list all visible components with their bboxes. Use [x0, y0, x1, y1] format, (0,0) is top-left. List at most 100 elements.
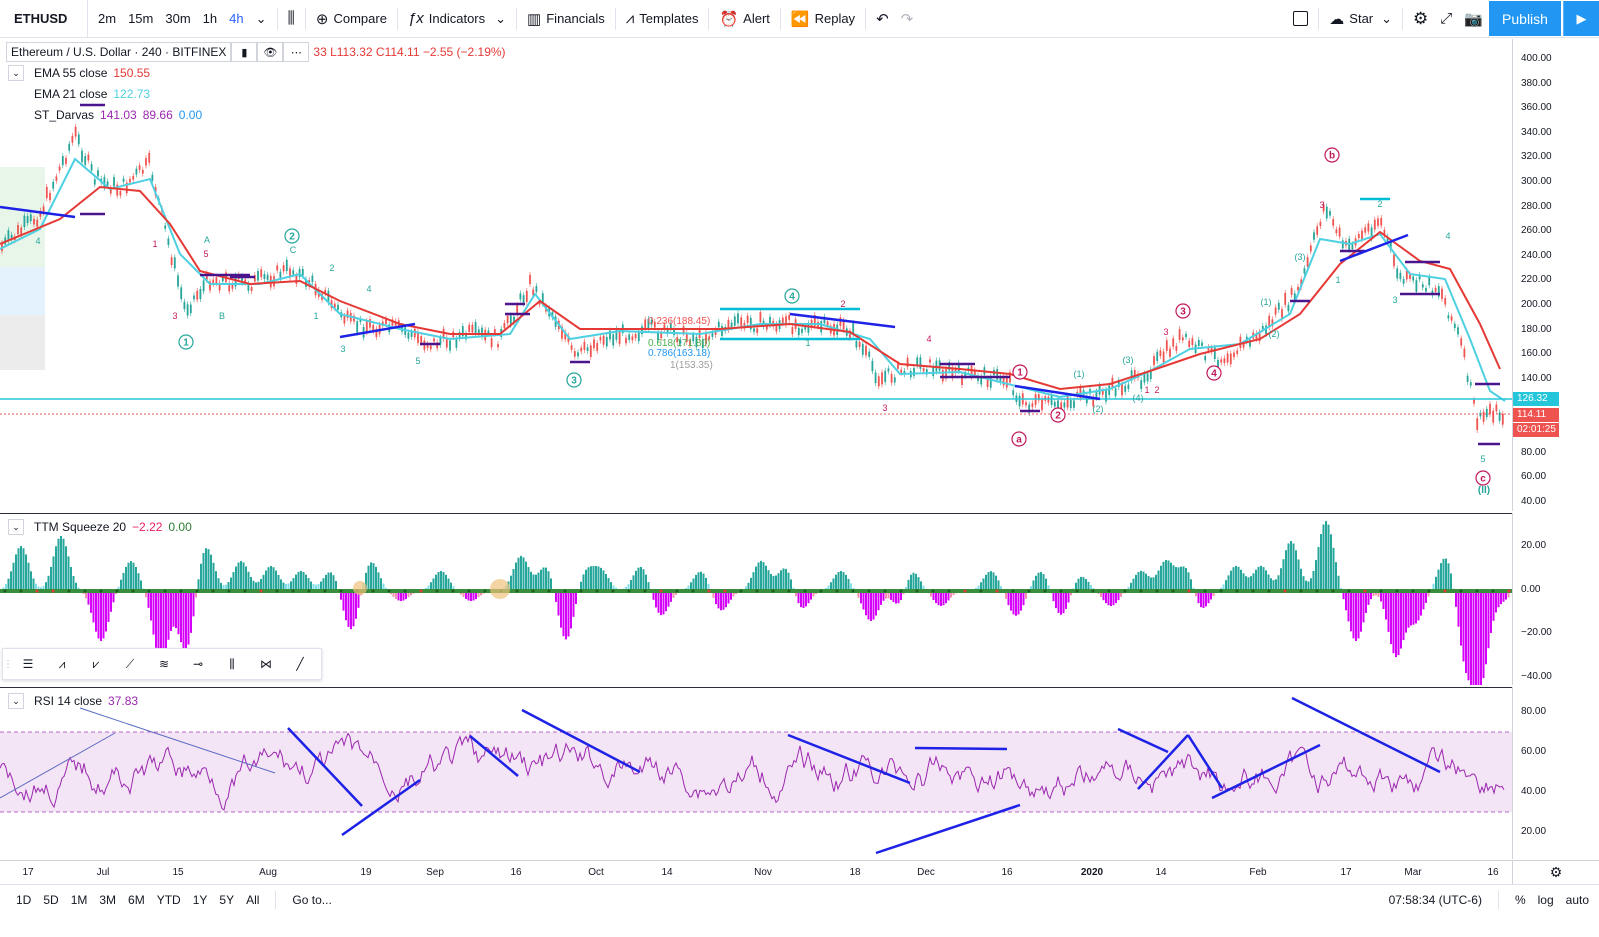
log-toggle[interactable]: log	[1537, 892, 1554, 907]
abc-pattern-icon[interactable]: ⩘	[58, 656, 66, 671]
candle-body	[493, 329, 496, 334]
interval-2m[interactable]: 2m	[98, 11, 117, 26]
candle-body	[369, 319, 371, 328]
alert-button[interactable]: ⏰ Alert	[713, 0, 775, 38]
range-ytd[interactable]: YTD	[156, 892, 181, 907]
squeeze-dot	[931, 589, 935, 593]
ttm-bar	[1182, 566, 1185, 591]
ttm-bar	[1475, 591, 1477, 685]
chart-settings-corner[interactable]: ⚙	[1512, 860, 1599, 884]
fullscreen-layout-button[interactable]	[1287, 0, 1314, 38]
symbol-search[interactable]: ETHUSD	[0, 0, 88, 38]
collapse-icon[interactable]: ⌄	[8, 693, 24, 709]
undo-button[interactable]: ↶	[870, 0, 895, 38]
symbol-title[interactable]: Ethereum / U.S. Dollar · 240 · BITFINEX	[6, 42, 232, 62]
fib-retracement-icon[interactable]: ☰	[22, 657, 34, 671]
flag-icon[interactable]: ▮	[231, 42, 258, 62]
range-all[interactable]: All	[246, 892, 260, 907]
clock: 07:58:34 (UTC-6)	[1388, 892, 1482, 907]
ttm-bar	[1140, 570, 1142, 591]
horizontal-ray-icon[interactable]: ⊸	[192, 657, 204, 671]
ttm-bar	[235, 566, 237, 591]
candle-body	[705, 332, 707, 345]
candle-body	[919, 357, 922, 369]
range-3m[interactable]: 3M	[99, 892, 117, 907]
replay-button[interactable]: ⏪ Replay	[785, 0, 861, 38]
price-pane[interactable]: 0.236(188.45) 0.618(171.80) 0.786(163.18) 1…	[0, 39, 1512, 511]
candle-body	[429, 345, 432, 350]
ttm-bar	[907, 579, 910, 591]
settings-button[interactable]: ⚙	[1407, 0, 1434, 38]
ttm-bar	[197, 579, 200, 591]
divider	[304, 7, 306, 30]
percent-toggle[interactable]: %	[1514, 892, 1526, 907]
time-axis[interactable]: 17 Jul 15 Aug 19 Sep 16 Oct 14 Nov 18 Dec 16 2020 14 Fe…	[0, 860, 1512, 884]
xabcd-pattern-icon[interactable]: ⋈	[260, 657, 272, 671]
ttm-bar	[727, 591, 730, 604]
redo-button[interactable]: ↷	[895, 0, 920, 38]
ttm-bar	[57, 538, 60, 591]
elliott-wave-icon[interactable]: ⩗	[92, 656, 100, 671]
ttm-bar	[1052, 591, 1055, 602]
candle-body	[842, 320, 845, 330]
auto-toggle[interactable]: auto	[1565, 892, 1589, 907]
ttm-bar	[1320, 534, 1322, 591]
squeeze-dot	[275, 589, 279, 593]
collapse-icon[interactable]: ⌄	[8, 519, 24, 535]
indicators-button[interactable]: ƒx Indicators ⌄	[402, 0, 512, 38]
eye-icon[interactable]: 👁	[257, 42, 284, 62]
ttm-bar	[1480, 591, 1482, 685]
collapse-icon[interactable]: ⌄	[8, 65, 24, 81]
rsi-axis[interactable]: 80.00 60.00 40.00 20.00	[1512, 687, 1599, 859]
wave-count-label: 3	[340, 344, 345, 354]
ttm-bar	[1332, 547, 1335, 591]
ttm-bar	[37, 586, 40, 591]
ttm-bar	[190, 591, 192, 633]
interval-15m[interactable]: 15m	[128, 11, 154, 26]
rsi-pane[interactable]: ⌄ RSI 14 close 37.83	[0, 687, 1512, 859]
chart-type-button[interactable]: ⫼	[282, 0, 301, 38]
goto-date-button[interactable]: Go to...	[292, 892, 332, 907]
wave-count-label: 5	[1480, 454, 1485, 464]
templates-button[interactable]: ⩘ Templates	[620, 0, 705, 38]
range-5y[interactable]: 5Y	[219, 892, 235, 907]
interval-dropdown[interactable]: ⌄	[250, 0, 273, 38]
fullscreen-button[interactable]: ⤢	[1434, 0, 1458, 38]
ttm-bar	[807, 591, 810, 604]
ttm-bar	[325, 574, 327, 591]
price-axis[interactable]: 400.00 380.00 360.00 340.00 320.00 300.00 280.…	[1512, 39, 1599, 511]
candle-body	[922, 368, 925, 372]
ttm-bar	[1417, 591, 1420, 621]
range-1y[interactable]: 1Y	[192, 892, 208, 907]
squeeze-dot	[1507, 589, 1511, 593]
line-tool-icon[interactable]: ╱	[296, 657, 304, 671]
compare-button[interactable]: ⊕ Compare	[310, 0, 393, 38]
snapshot-button[interactable]: 📷	[1458, 0, 1489, 38]
ttm-bar	[407, 591, 410, 598]
candle-body	[519, 293, 522, 300]
more-icon[interactable]: ⋯	[283, 42, 310, 62]
star-cloud-button[interactable]: ☁ Star ⌄	[1323, 0, 1398, 38]
range-5d[interactable]: 5D	[43, 892, 59, 907]
publish-button[interactable]: Publish	[1489, 1, 1561, 36]
publish-video-button[interactable]: ▶	[1563, 1, 1599, 36]
ttm-squeeze-pane[interactable]: ⌄ TTM Squeeze 20 −2.22 0.00	[0, 513, 1512, 685]
candle-body	[1277, 302, 1280, 310]
ema55-value: 150.55	[113, 66, 151, 80]
range-1d[interactable]: 1D	[16, 892, 32, 907]
trend-line-icon[interactable]: ⟋	[125, 656, 135, 671]
ttm-bar	[922, 585, 925, 591]
interval-4h[interactable]: 4h	[229, 11, 244, 26]
interval-30m[interactable]: 30m	[165, 11, 191, 26]
parallel-channel-icon[interactable]: ≋	[158, 657, 170, 671]
drag-handle-icon[interactable]: ⋮	[3, 658, 13, 670]
wave-label-4: 4	[1211, 369, 1217, 380]
ttm-axis[interactable]: 20.00 0.00 −20.00 −40.00	[1512, 513, 1599, 685]
ttm-bar	[1250, 576, 1252, 591]
interval-1h[interactable]: 1h	[202, 11, 218, 26]
candle-body	[1031, 403, 1034, 408]
range-6m[interactable]: 6M	[128, 892, 145, 907]
range-1m[interactable]: 1M	[70, 892, 88, 907]
bars-pattern-icon[interactable]: ⫼	[229, 656, 235, 671]
financials-button[interactable]: ▥ Financials	[521, 0, 611, 38]
